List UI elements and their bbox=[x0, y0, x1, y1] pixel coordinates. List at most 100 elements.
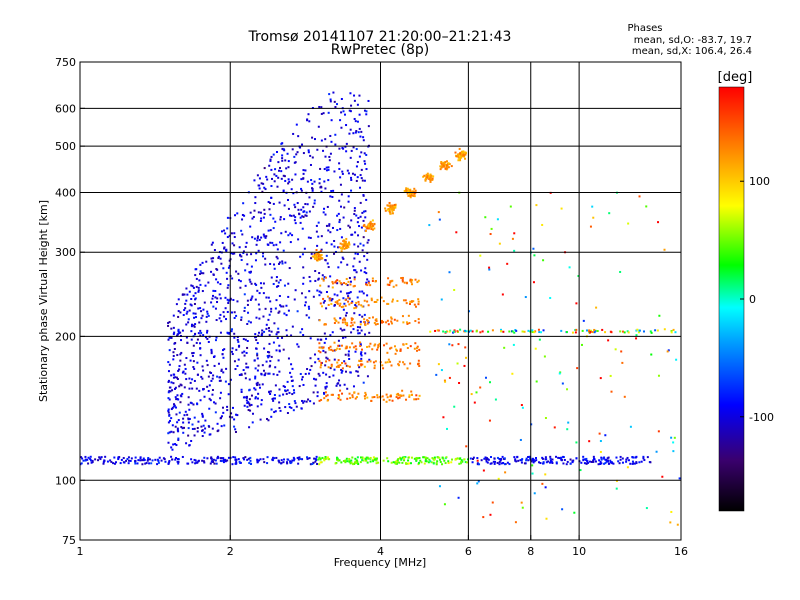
echo-point bbox=[358, 290, 361, 293]
echo-point bbox=[523, 330, 526, 333]
echo-point bbox=[508, 330, 511, 333]
echo-point bbox=[489, 513, 492, 516]
echo-point bbox=[642, 330, 645, 333]
echo-point bbox=[307, 305, 310, 308]
echo-point bbox=[381, 395, 384, 398]
echo-point bbox=[397, 458, 400, 461]
echo-point bbox=[341, 329, 344, 332]
echo-point bbox=[177, 437, 180, 440]
echo-point bbox=[362, 210, 365, 213]
echo-point bbox=[230, 350, 233, 353]
echo-point bbox=[272, 153, 275, 156]
echo-point bbox=[322, 391, 325, 394]
echo-point bbox=[353, 243, 356, 246]
echo-point bbox=[193, 302, 196, 305]
echo-point bbox=[238, 279, 241, 282]
echo-point bbox=[245, 253, 248, 256]
echo-point bbox=[185, 287, 188, 290]
echo-point bbox=[347, 292, 350, 295]
echo-point bbox=[216, 301, 219, 304]
echo-point bbox=[265, 323, 268, 326]
echo-point bbox=[302, 266, 305, 269]
echo-point bbox=[645, 507, 648, 510]
echo-point bbox=[320, 361, 323, 364]
echo-point bbox=[349, 371, 352, 374]
echo-point bbox=[364, 267, 367, 270]
echo-point bbox=[338, 221, 341, 224]
echo-point bbox=[405, 398, 408, 401]
echo-point bbox=[593, 331, 596, 334]
echo-point bbox=[500, 330, 503, 333]
echo-point bbox=[409, 195, 412, 198]
echo-point bbox=[223, 246, 226, 249]
echo-point bbox=[185, 336, 188, 339]
echo-point bbox=[234, 214, 237, 217]
echo-point bbox=[249, 225, 252, 228]
echo-point bbox=[192, 351, 195, 354]
echo-point bbox=[365, 281, 368, 284]
echo-point bbox=[429, 173, 432, 176]
echo-point bbox=[157, 461, 160, 464]
echo-point bbox=[190, 338, 193, 341]
echo-point bbox=[311, 136, 314, 139]
echo-point bbox=[291, 459, 294, 462]
echo-point bbox=[327, 229, 330, 232]
echo-point bbox=[354, 350, 357, 353]
echo-point bbox=[300, 178, 303, 181]
echo-point bbox=[200, 331, 203, 334]
echo-point bbox=[283, 175, 286, 178]
echo-point bbox=[176, 354, 179, 357]
echo-point bbox=[340, 368, 343, 371]
echo-point bbox=[190, 439, 193, 442]
echo-point bbox=[183, 293, 186, 296]
echo-point bbox=[189, 381, 192, 384]
echo-point bbox=[365, 198, 368, 201]
echo-point bbox=[369, 222, 372, 225]
echo-point bbox=[243, 404, 246, 407]
echo-point bbox=[318, 272, 321, 275]
echo-point bbox=[661, 475, 664, 478]
echo-point bbox=[227, 302, 230, 305]
echo-point bbox=[344, 318, 347, 321]
echo-point bbox=[170, 381, 173, 384]
echo-point bbox=[320, 398, 323, 401]
echo-point bbox=[496, 461, 499, 464]
colorbar-tick-label: 100 bbox=[749, 175, 770, 188]
echo-point bbox=[203, 395, 206, 398]
echo-point bbox=[657, 430, 660, 433]
echo-point bbox=[278, 350, 281, 353]
echo-point bbox=[117, 458, 120, 461]
echo-point bbox=[256, 352, 259, 355]
echo-point bbox=[211, 377, 214, 380]
echo-point bbox=[378, 342, 381, 345]
echo-point bbox=[337, 365, 340, 368]
echo-point bbox=[210, 348, 213, 351]
echo-point bbox=[202, 369, 205, 372]
echo-point bbox=[533, 492, 536, 495]
echo-point bbox=[395, 460, 398, 463]
echo-point bbox=[290, 363, 293, 366]
echo-point bbox=[193, 379, 196, 382]
echo-point bbox=[473, 401, 476, 404]
echo-point bbox=[369, 220, 372, 223]
echo-point bbox=[299, 221, 302, 224]
echo-point bbox=[248, 378, 251, 381]
echo-point bbox=[187, 321, 190, 324]
echo-point bbox=[195, 387, 198, 390]
echo-point bbox=[406, 192, 409, 195]
echo-point bbox=[266, 462, 269, 465]
echo-point bbox=[210, 257, 213, 260]
echo-point bbox=[218, 293, 221, 296]
echo-point bbox=[395, 349, 398, 352]
echo-point bbox=[345, 247, 348, 250]
echo-point bbox=[373, 321, 376, 324]
echo-point bbox=[296, 151, 299, 154]
echo-point bbox=[203, 461, 206, 464]
echo-point bbox=[258, 177, 261, 180]
echo-point bbox=[318, 374, 321, 377]
echo-point bbox=[345, 277, 348, 280]
echo-point bbox=[286, 198, 289, 201]
echo-point bbox=[620, 350, 623, 353]
echo-point bbox=[413, 347, 416, 350]
echo-point bbox=[201, 365, 204, 368]
